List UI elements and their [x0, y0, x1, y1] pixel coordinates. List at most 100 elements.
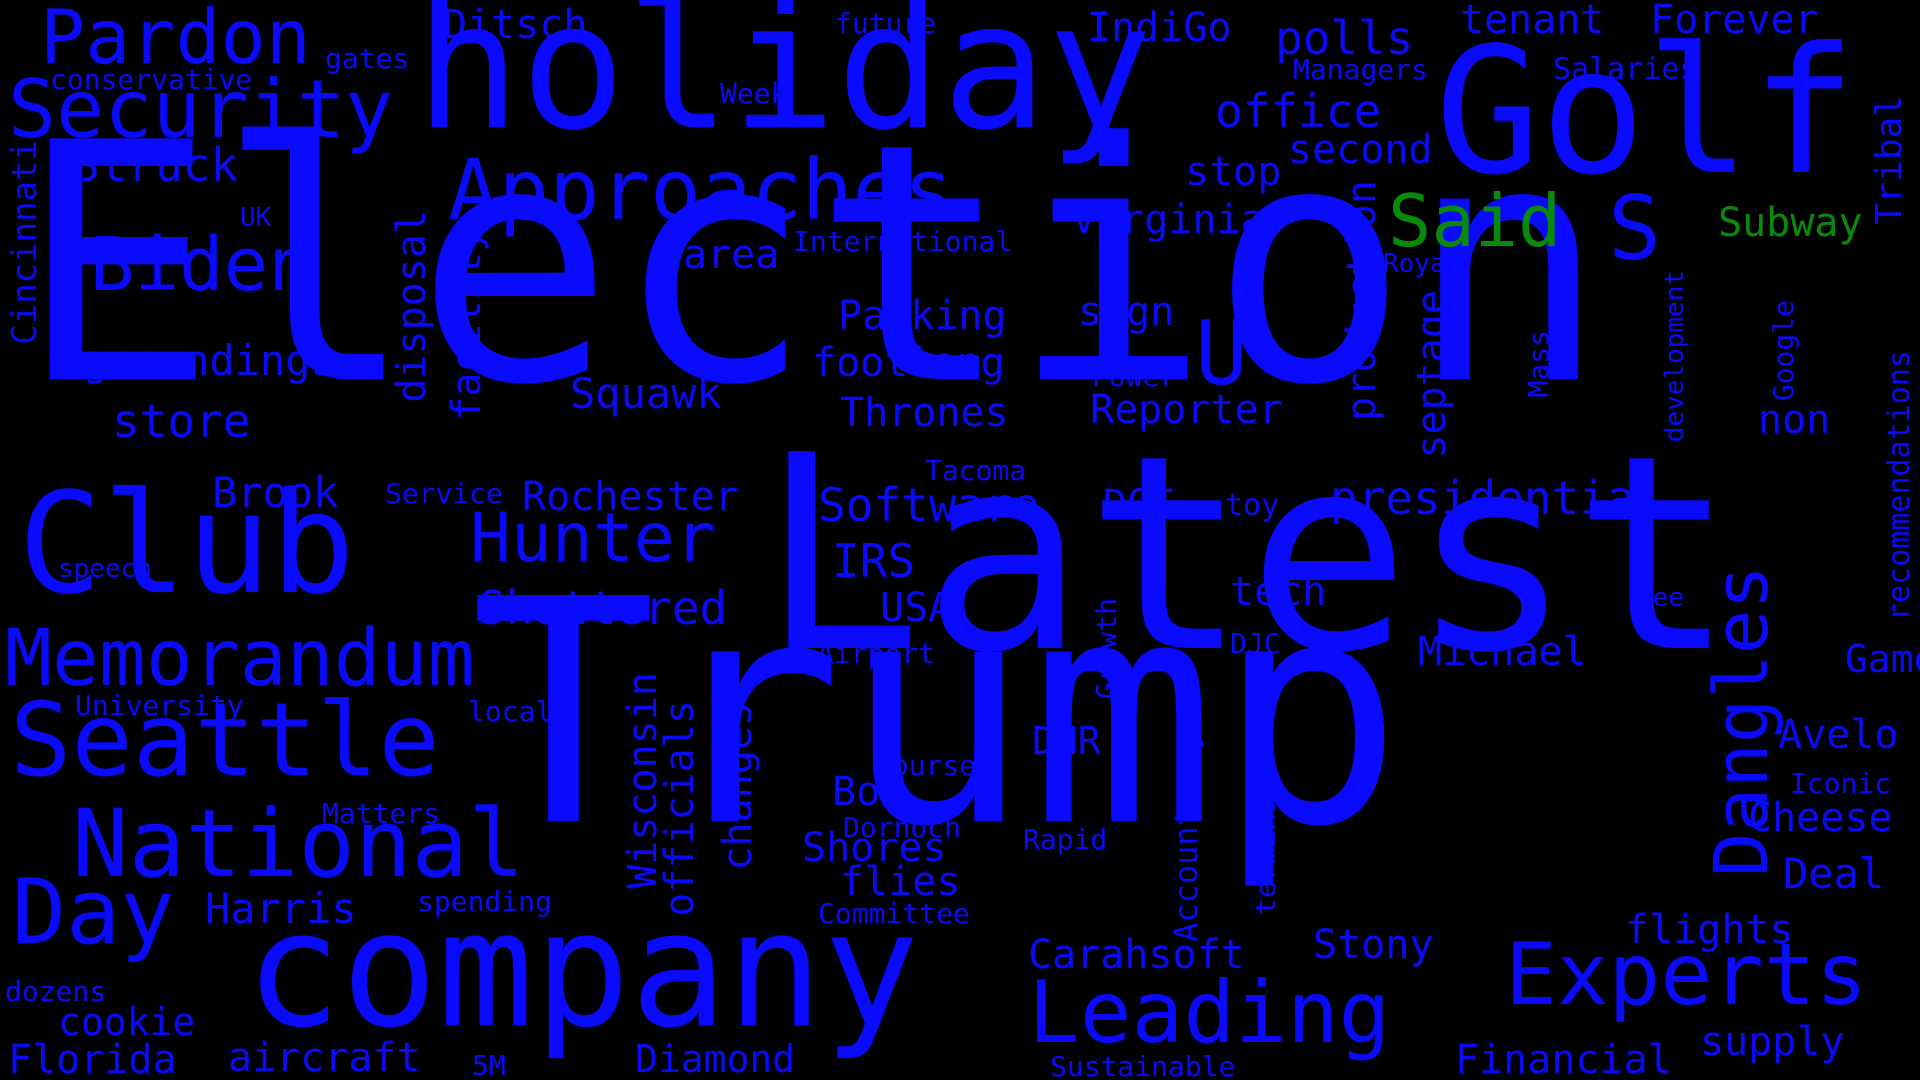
word-reporter: Reporter: [1090, 387, 1283, 433]
word-sustainable: Sustainable: [1050, 1050, 1236, 1080]
word-store: store: [112, 394, 251, 448]
word-service: Service: [385, 477, 504, 510]
word-salaries: Salaries: [1553, 52, 1698, 87]
word-biden: Biden: [90, 222, 313, 308]
word-shores: Shores: [802, 825, 947, 871]
word-development: development: [1660, 270, 1690, 443]
word-sign: sign: [1078, 289, 1175, 335]
word-subway: Subway: [1718, 200, 1863, 246]
word-power: Power: [1092, 360, 1177, 393]
word-michael: Michael: [1418, 629, 1587, 675]
word-national: National: [72, 790, 525, 899]
word-squawk: Squawk: [570, 369, 722, 418]
word-septage: septage: [1409, 290, 1455, 459]
word-cincinnati: Cincinnati: [5, 140, 45, 345]
word-officials: officials: [657, 700, 703, 917]
word-tech: tech: [1230, 569, 1327, 615]
word-indigo: IndiGo: [1087, 5, 1232, 51]
word-facility: facility: [444, 228, 490, 421]
word-avelo: Avelo: [1778, 712, 1899, 758]
word-area: area: [683, 232, 780, 278]
word-spending: spending: [417, 885, 552, 918]
word-experts: Experts: [1505, 925, 1868, 1025]
word-election: Election: [18, 73, 1608, 457]
word-software: Software: [818, 478, 1040, 532]
word-supply: supply: [1700, 1019, 1845, 1065]
word-toy: toy: [1225, 488, 1280, 523]
word-accountancy: Accountancy: [1167, 730, 1205, 942]
word-production: production: [1339, 180, 1385, 421]
word-approaches: Approaches: [448, 141, 954, 239]
word-rochester: Rochester: [522, 474, 739, 520]
word-groundings: groundings: [83, 336, 336, 385]
word-local: local: [468, 695, 553, 728]
word-course: course: [875, 749, 977, 782]
word-uk: UK: [240, 203, 272, 233]
word-office: office: [1215, 84, 1382, 138]
word-speech: speech: [58, 554, 152, 584]
word-packing: Packing: [838, 293, 1007, 339]
word-deal: Deal: [1783, 849, 1885, 898]
word-managers: Managers: [1293, 53, 1428, 86]
word-memorandum: Memorandum: [5, 614, 475, 704]
word-google: Google: [1767, 300, 1800, 402]
word-said: Said: [1388, 179, 1562, 263]
word-dornoch: Dornoch: [843, 811, 962, 844]
word-stop: stop: [1185, 149, 1282, 195]
word-flights: flights: [1625, 907, 1794, 953]
word-mass: Mass: [1522, 330, 1555, 398]
word-club: Club: [18, 463, 356, 626]
word-shuttered: Shuttered: [478, 581, 728, 635]
word-polls: polls: [1275, 11, 1414, 65]
word-stony: Stony: [1313, 922, 1434, 968]
word-growth: Growth: [1090, 598, 1123, 700]
word-committee: Committee: [818, 897, 970, 930]
word-seattle: Seattle: [10, 681, 440, 800]
word-rapid: Rapid: [1023, 823, 1108, 856]
word-presidential: presidential: [1330, 471, 1663, 525]
word-week: Week: [720, 77, 788, 110]
word-virginia: Virginia: [1072, 197, 1265, 243]
word-cookie: cookie: [58, 1000, 196, 1044]
word-golf: Golf: [1435, 11, 1857, 214]
word-5m: 5M: [472, 1049, 506, 1080]
word-university: University: [75, 689, 244, 722]
word-tacoma: Tacoma: [925, 454, 1027, 487]
word-holiday: holiday: [415, 0, 1153, 169]
word-irs: IRS: [832, 534, 916, 588]
word-cheese: Cheese: [1748, 795, 1893, 841]
word-u: U: [1195, 302, 1248, 405]
word-tenant: tenant: [1460, 0, 1605, 43]
word-iconic: Iconic: [1790, 767, 1892, 800]
word-s: S: [1608, 177, 1661, 280]
word-non: non: [1758, 397, 1831, 443]
word-gates: gates: [325, 42, 410, 75]
word-future: future: [835, 7, 937, 40]
word-carahsoft: Carahsoft: [1028, 932, 1245, 978]
word-dozens: dozens: [5, 975, 107, 1008]
word-footlong: footlong: [812, 340, 1005, 386]
word-latest: Latest: [760, 397, 1736, 712]
word-harris: Harris: [205, 884, 357, 933]
word-financial: Financial: [1455, 1037, 1672, 1080]
word-trump: Trump: [470, 534, 1404, 895]
word-tee: Tee: [1637, 583, 1684, 613]
word-diamond: Diamond: [635, 1037, 796, 1080]
word-company: company: [245, 876, 920, 1063]
word-doe: DOE: [1103, 482, 1176, 528]
word-recommendations: recommendations: [1882, 350, 1917, 621]
word-usa: USA: [880, 585, 953, 631]
word-changes: changes: [715, 702, 761, 871]
word-box: Box: [832, 769, 905, 815]
word-game: Game: [1845, 637, 1920, 681]
word-forever: Forever: [1650, 0, 1819, 43]
word-dnr: DNR: [1032, 719, 1101, 763]
word-disposal: disposal: [389, 210, 435, 403]
word-flies: flies: [840, 859, 961, 905]
word-conservative: conservative: [50, 63, 253, 96]
word-djc: DJC: [1230, 627, 1281, 660]
word-terminal: terminal: [1249, 780, 1282, 915]
word-brook: Brook: [212, 468, 339, 517]
word-second: second: [1288, 127, 1433, 173]
